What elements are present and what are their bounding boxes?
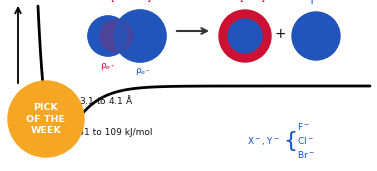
Circle shape xyxy=(8,81,84,157)
Text: {: { xyxy=(283,131,297,151)
Text: R$_e$=3.1 to 4.1 Å: R$_e$=3.1 to 4.1 Å xyxy=(61,94,134,109)
Circle shape xyxy=(114,10,166,62)
Text: ρ$_{e^-}$: ρ$_{e^-}$ xyxy=(135,66,151,77)
Text: Cl$^-$: Cl$^-$ xyxy=(297,135,314,147)
Circle shape xyxy=(228,19,262,53)
Text: BE=51 to 109 kJ/mol: BE=51 to 109 kJ/mol xyxy=(59,128,153,137)
Circle shape xyxy=(219,10,271,62)
Circle shape xyxy=(88,16,128,56)
Circle shape xyxy=(100,20,132,52)
Text: +: + xyxy=(274,27,286,41)
Text: e$^+$[X$^-$Y$^-$]: e$^+$[X$^-$Y$^-$] xyxy=(95,0,153,4)
Text: e$^+$[X$^-$]: e$^+$[X$^-$] xyxy=(224,0,266,4)
Circle shape xyxy=(114,10,166,62)
Text: F$^-$: F$^-$ xyxy=(297,122,310,133)
Text: PICK
OF THE
WEEK: PICK OF THE WEEK xyxy=(26,103,66,135)
Text: Br$^-$: Br$^-$ xyxy=(297,149,315,161)
Text: ρ$_{e^+}$: ρ$_{e^+}$ xyxy=(100,61,116,72)
Text: Y$^-$: Y$^-$ xyxy=(308,0,323,6)
Circle shape xyxy=(88,16,128,56)
Circle shape xyxy=(292,12,340,60)
Text: X$^-$, Y$^-$: X$^-$, Y$^-$ xyxy=(247,135,280,147)
Text: E: E xyxy=(8,0,16,1)
